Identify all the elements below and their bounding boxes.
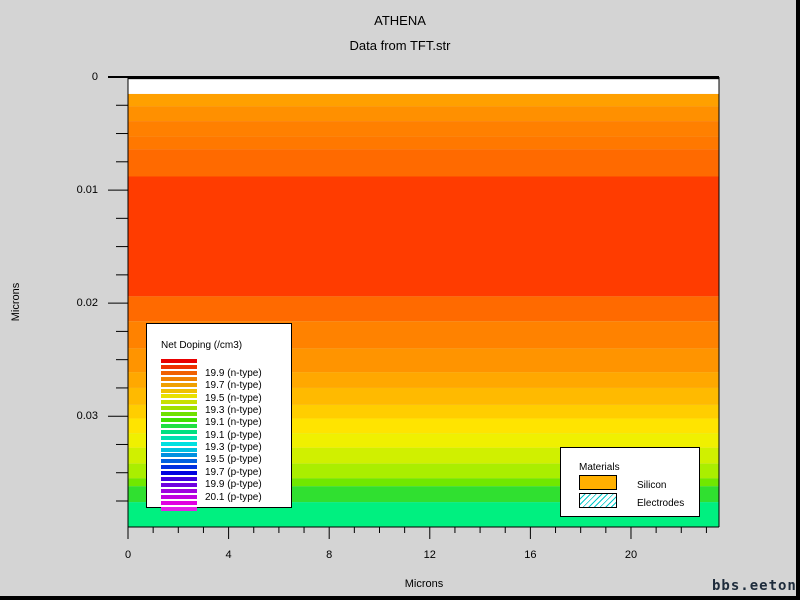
legend-swatch xyxy=(161,382,197,387)
legend-swatch xyxy=(161,394,197,399)
doping-legend: Net Doping (/cm3) 19.9 (n-type) 19.7 (n-t… xyxy=(146,323,292,511)
legend-swatch xyxy=(161,364,197,369)
doping-layer-7 xyxy=(128,176,719,297)
y-tick-label: 0.03 xyxy=(76,410,98,423)
x-tick-label: 12 xyxy=(423,549,436,561)
legend-label: 19.3 (n-type) xyxy=(205,405,262,417)
axes xyxy=(108,76,720,539)
doping-layer-18 xyxy=(128,478,719,487)
legend-swatch xyxy=(161,506,197,511)
x-tick-label: 16 xyxy=(524,549,537,561)
materials-legend: Materials Silicon Electrodes xyxy=(560,447,700,517)
doping-layer-2 xyxy=(128,93,719,107)
legend-swatch xyxy=(161,465,197,470)
legend-swatch xyxy=(161,471,197,476)
legend-swatch xyxy=(161,447,197,452)
legend-title: Net Doping (/cm3) xyxy=(161,340,243,351)
doping-layer-3 xyxy=(128,106,719,122)
legend-swatch xyxy=(161,400,197,405)
material-swatch-electrodes xyxy=(579,493,617,508)
material-swatch-silicon xyxy=(579,475,617,490)
legend-label: 19.9 (p-type) xyxy=(205,479,262,491)
legend-swatch xyxy=(161,441,197,446)
legend-swatch xyxy=(161,482,197,487)
material-label: Silicon xyxy=(637,480,667,491)
x-tick-label: 4 xyxy=(225,549,232,561)
legend-swatch xyxy=(161,418,197,422)
x-axis-label: Microns xyxy=(404,578,444,590)
legend-swatch xyxy=(161,488,197,493)
y-tick-label: 0 xyxy=(91,71,98,83)
legend-swatch xyxy=(161,423,197,428)
plot-title: Data from TFT.str xyxy=(349,38,451,53)
legend-label: 19.3 (p-type) xyxy=(205,442,262,454)
legend-swatch xyxy=(161,459,197,464)
materials-title: Materials xyxy=(579,462,620,473)
legend-label: 19.5 (n-type) xyxy=(205,392,262,404)
legend-label: 19.5 (p-type) xyxy=(205,454,262,466)
legend-swatch xyxy=(161,453,197,458)
doping-layer-0 xyxy=(128,77,719,80)
doping-layer-6 xyxy=(128,149,719,177)
x-tick-label: 8 xyxy=(326,549,333,561)
legend-swatch xyxy=(161,370,197,375)
legend-label: 19.7 (p-type) xyxy=(205,466,262,478)
material-label: Electrodes xyxy=(637,498,685,509)
x-tick-label: 20 xyxy=(624,549,638,561)
legend-swatch xyxy=(161,376,197,381)
legend-swatch xyxy=(161,435,197,440)
y-tick-label: 0.02 xyxy=(76,297,98,310)
legend-swatch xyxy=(161,429,197,434)
legend-swatch xyxy=(161,388,197,393)
legend-swatch xyxy=(161,500,197,505)
y-tick-label: 0.01 xyxy=(76,184,98,197)
legend-label: 19.1 (p-type) xyxy=(205,429,262,441)
legend-swatch xyxy=(161,477,197,481)
doping-layer-8 xyxy=(128,296,719,322)
doping-layer-4 xyxy=(128,121,719,137)
legend-label: 19.9 (n-type) xyxy=(205,368,262,379)
legend-label: 19.1 (n-type) xyxy=(205,417,262,429)
x-tick-label: 0 xyxy=(124,549,132,561)
legend-swatch xyxy=(161,406,197,411)
legend-swatch xyxy=(161,494,197,499)
y-axis-label: Microns xyxy=(10,282,22,322)
legend-label: 19.7 (n-type) xyxy=(205,380,262,392)
doping-layer-1 xyxy=(128,79,719,94)
legend-swatch xyxy=(161,359,197,363)
legend-swatch xyxy=(161,412,197,417)
legend-label: 20.1 (p-type) xyxy=(205,491,262,503)
doping-layer-5 xyxy=(128,136,719,150)
app-title: ATHENA xyxy=(374,13,426,28)
watermark: bbs.eeton.cn xyxy=(712,578,800,594)
